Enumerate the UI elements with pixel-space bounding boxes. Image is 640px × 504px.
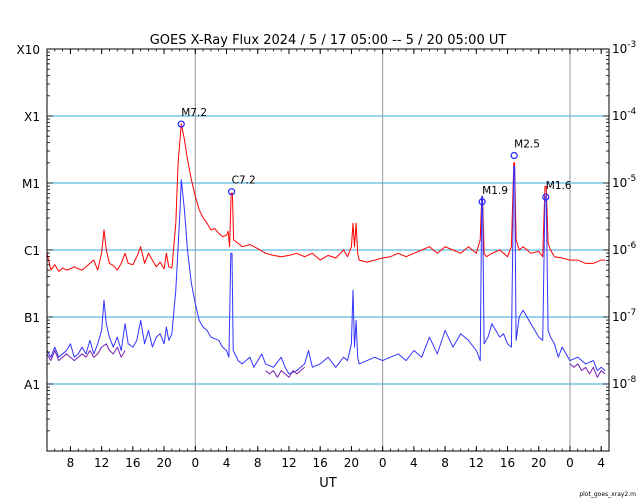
x-tick-label: 8 (254, 456, 262, 470)
y-class-label: M1 (22, 177, 40, 191)
y-power-base: 10 (612, 377, 627, 391)
x-tick-label: 0 (379, 456, 387, 470)
y-power-label: 10-7 (612, 308, 636, 324)
y-power-base: 10 (612, 176, 627, 190)
chart-title: GOES X-Ray Flux 2024 / 5 / 17 05:00 -- 5… (150, 33, 507, 48)
flare-class-label: M1.9 (482, 185, 508, 197)
x-tick-label: 0 (191, 456, 199, 470)
flare-peak-marker (478, 198, 486, 206)
series-layer (46, 123, 606, 378)
series-line-short (265, 366, 305, 378)
annotation-layer: M7.2 C7.2 M1.9 M2.5 M1.6 (177, 107, 572, 206)
x-tick-label: 12 (281, 456, 296, 470)
flare-class-label: M1.6 (546, 180, 572, 192)
x-tick-label: 16 (125, 456, 140, 470)
y-power-label: 10-8 (612, 375, 637, 391)
y-power-label: 10-5 (612, 174, 636, 190)
y-class-label: X10 (17, 43, 41, 57)
series-line-short (46, 165, 606, 375)
y-power-exponent: -6 (627, 241, 636, 251)
x-tick-label: 0 (566, 456, 574, 470)
y-power-exponent: -3 (627, 40, 636, 50)
x-tick-label: 12 (469, 456, 484, 470)
x-tick-label: 16 (313, 456, 328, 470)
y-power-base: 10 (612, 310, 627, 324)
x-tick-label: 4 (410, 456, 418, 470)
x-axis-label: UT (319, 476, 337, 491)
flare-peak-marker (177, 120, 185, 128)
y-class-label: B1 (24, 311, 40, 325)
x-tick-label: 20 (156, 456, 171, 470)
flare-class-label: C7.2 (232, 175, 256, 187)
y-power-base: 10 (612, 109, 627, 123)
flare-peak-marker (510, 151, 518, 160)
y-power-exponent: -7 (627, 308, 636, 318)
y-class-label: A1 (24, 378, 40, 392)
x-tick-label: 20 (344, 456, 359, 470)
x-tick-label: 20 (531, 456, 546, 470)
grid-layer (47, 49, 609, 451)
x-tick-label: 12 (94, 456, 109, 470)
footer-note: plot_goes_xray2.m (579, 491, 636, 498)
flare-peak-marker (542, 193, 550, 201)
y-power-exponent: -8 (627, 375, 636, 385)
axes-layer: 8 12 16 20 0 4 8 12 16 20 0 4 8 12 16 20 0 4 X10 X1 M1 C1 B1 A1… (17, 40, 637, 470)
y-power-exponent: -4 (627, 107, 636, 117)
x-tick-label: 4 (223, 456, 231, 470)
x-tick-label: 8 (441, 456, 449, 470)
series-line-short (46, 343, 126, 362)
flare-class-label: M2.5 (514, 139, 540, 151)
y-power-label: 10-3 (612, 40, 636, 56)
y-class-label: X1 (24, 110, 40, 124)
series-line-short (569, 363, 606, 378)
flare-class-label: M7.2 (181, 107, 207, 119)
y-power-label: 10-4 (612, 107, 637, 123)
y-class-label: C1 (24, 244, 40, 258)
y-power-base: 10 (612, 243, 627, 257)
flare-peak-marker (228, 188, 236, 196)
y-power-base: 10 (612, 42, 627, 56)
x-tick-label: 4 (597, 456, 605, 470)
y-power-exponent: -5 (627, 174, 636, 184)
series-line-long (46, 123, 606, 272)
x-tick-label: 16 (500, 456, 515, 470)
y-power-label: 10-6 (612, 241, 637, 257)
x-tick-label: 8 (67, 456, 75, 470)
